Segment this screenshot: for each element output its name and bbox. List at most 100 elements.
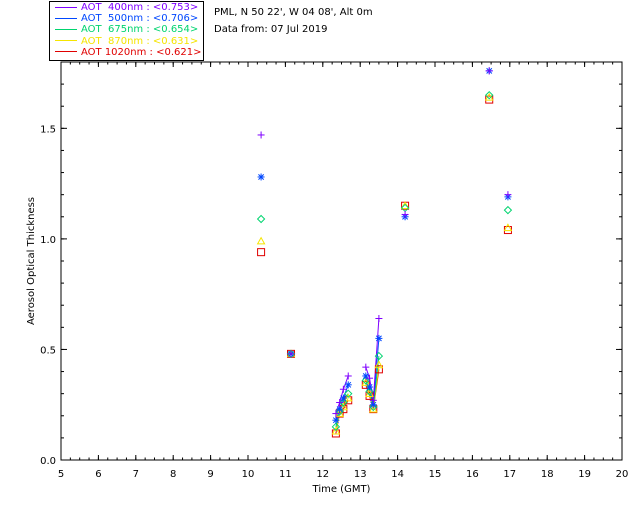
data-point-plus <box>287 350 295 358</box>
x-tick-label: 8 <box>170 469 176 480</box>
series-aot-400nm <box>257 67 512 418</box>
data-point-triangle <box>400 201 410 210</box>
data-point-plus <box>362 363 370 371</box>
data-point-diamond <box>374 351 384 361</box>
data-point-triangle <box>256 236 266 245</box>
legend-line-icon <box>55 28 77 30</box>
data-point-plus <box>366 374 374 382</box>
series-aot-1020nm <box>257 95 512 438</box>
series-aot-500nm <box>257 67 512 424</box>
data-point-plus <box>336 399 344 407</box>
marker-stroke <box>258 173 265 180</box>
data-point-square <box>374 365 383 374</box>
data-point-diamond <box>335 407 344 416</box>
marker-stroke <box>336 406 343 413</box>
legend-entry-4: AOT 1020nm : <0.621> <box>55 47 201 59</box>
data-point-plus <box>344 372 352 380</box>
y-tick-label: 1.0 <box>40 235 56 246</box>
legend-label: AOT 400nm : <0.753> <box>81 2 199 13</box>
x-tick-label: 19 <box>578 469 591 480</box>
series-aot-870nm <box>256 92 513 435</box>
x-tick-label: 20 <box>616 469 629 480</box>
y-tick-label: 0.0 <box>40 456 56 467</box>
marker-stroke <box>375 335 382 342</box>
y-axis-label: Aerosol Optical Thickness <box>26 197 37 325</box>
series-line-segment <box>365 380 371 392</box>
data-point-star <box>366 383 374 391</box>
marker-stroke <box>332 417 339 424</box>
x-tick-label: 5 <box>58 469 64 480</box>
legend-line-icon <box>55 51 77 53</box>
data-point-square <box>485 95 494 104</box>
x-tick-label: 9 <box>207 469 213 480</box>
data-point-diamond <box>339 398 348 407</box>
data-point-diamond <box>331 422 341 432</box>
legend-label: AOT 1020nm : <0.621> <box>81 46 202 58</box>
x-tick-label: 17 <box>503 469 516 480</box>
data-point-star <box>369 401 377 409</box>
data-point-diamond <box>256 214 266 224</box>
data-point-diamond <box>485 90 494 100</box>
series-line-segment <box>372 318 380 401</box>
legend-line-icon <box>55 17 77 19</box>
data-point-triangle <box>331 426 341 435</box>
y-tick-label: 0.5 <box>40 345 56 356</box>
marker-stroke <box>370 401 377 408</box>
data-point-star <box>344 381 352 389</box>
data-point-star <box>375 334 383 342</box>
x-tick-label: 7 <box>133 469 139 480</box>
marker-stroke <box>366 384 373 391</box>
series-line-segment <box>342 384 349 399</box>
data-point-diamond <box>400 203 410 213</box>
data-point-plus <box>257 131 265 139</box>
data-point-plus <box>332 410 340 418</box>
x-tick-label: 16 <box>466 469 479 480</box>
data-point-diamond <box>365 387 374 396</box>
data-point-plus <box>339 385 347 393</box>
data-point-star <box>332 416 340 424</box>
legend-line-icon <box>55 40 77 42</box>
y-tick-label: 1.5 <box>40 124 56 135</box>
x-tick-label: 10 <box>242 469 255 480</box>
series-aot-675nm <box>256 90 513 432</box>
legend-label: AOT 675nm : <0.654> <box>81 24 199 36</box>
legend-entry-0: AOT 400nm : <0.753> <box>55 2 198 14</box>
marker-stroke <box>345 381 352 388</box>
data-point-square <box>503 226 512 235</box>
x-tick-label: 15 <box>429 469 442 480</box>
data-point-plus <box>369 396 377 404</box>
x-tick-label: 13 <box>354 469 367 480</box>
legend-entry-2: AOT 675nm : <0.654> <box>55 24 198 36</box>
legend-label: AOT 870nm : <0.631> <box>81 35 199 47</box>
data-point-plus <box>504 191 512 199</box>
data-point-plus <box>401 211 409 219</box>
legend-box <box>49 1 204 61</box>
date-info: Data from: 07 Jul 2019 <box>214 24 328 35</box>
data-point-star <box>336 405 344 413</box>
site-info: PML, N 50 22', W 04 08', Alt 0m <box>214 7 373 18</box>
x-tick-label: 11 <box>279 469 292 480</box>
legend-entry-3: AOT 870nm : <0.631> <box>55 36 198 48</box>
data-point-diamond <box>361 376 371 385</box>
legend-line-icon <box>55 6 77 8</box>
marker-stroke <box>340 395 347 402</box>
data-point-diamond <box>344 389 353 398</box>
x-tick-label: 18 <box>541 469 554 480</box>
x-tick-label: 6 <box>95 469 101 480</box>
data-point-triangle <box>503 223 513 232</box>
series-line-segment <box>342 400 349 410</box>
x-tick-label: 14 <box>391 469 404 480</box>
x-tick-label: 12 <box>316 469 329 480</box>
data-point-star <box>257 173 265 181</box>
series-line-segment <box>369 386 374 405</box>
legend-entry-1: AOT 500nm : <0.706> <box>55 13 198 25</box>
legend-label: AOT 500nm : <0.706> <box>81 13 199 25</box>
data-point-diamond <box>369 402 378 412</box>
data-point-triangle <box>374 360 384 369</box>
data-point-diamond <box>503 205 513 215</box>
data-point-plus <box>485 67 493 75</box>
data-point-star <box>339 394 347 402</box>
data-point-plus <box>375 314 383 322</box>
marker-stroke <box>362 372 369 379</box>
